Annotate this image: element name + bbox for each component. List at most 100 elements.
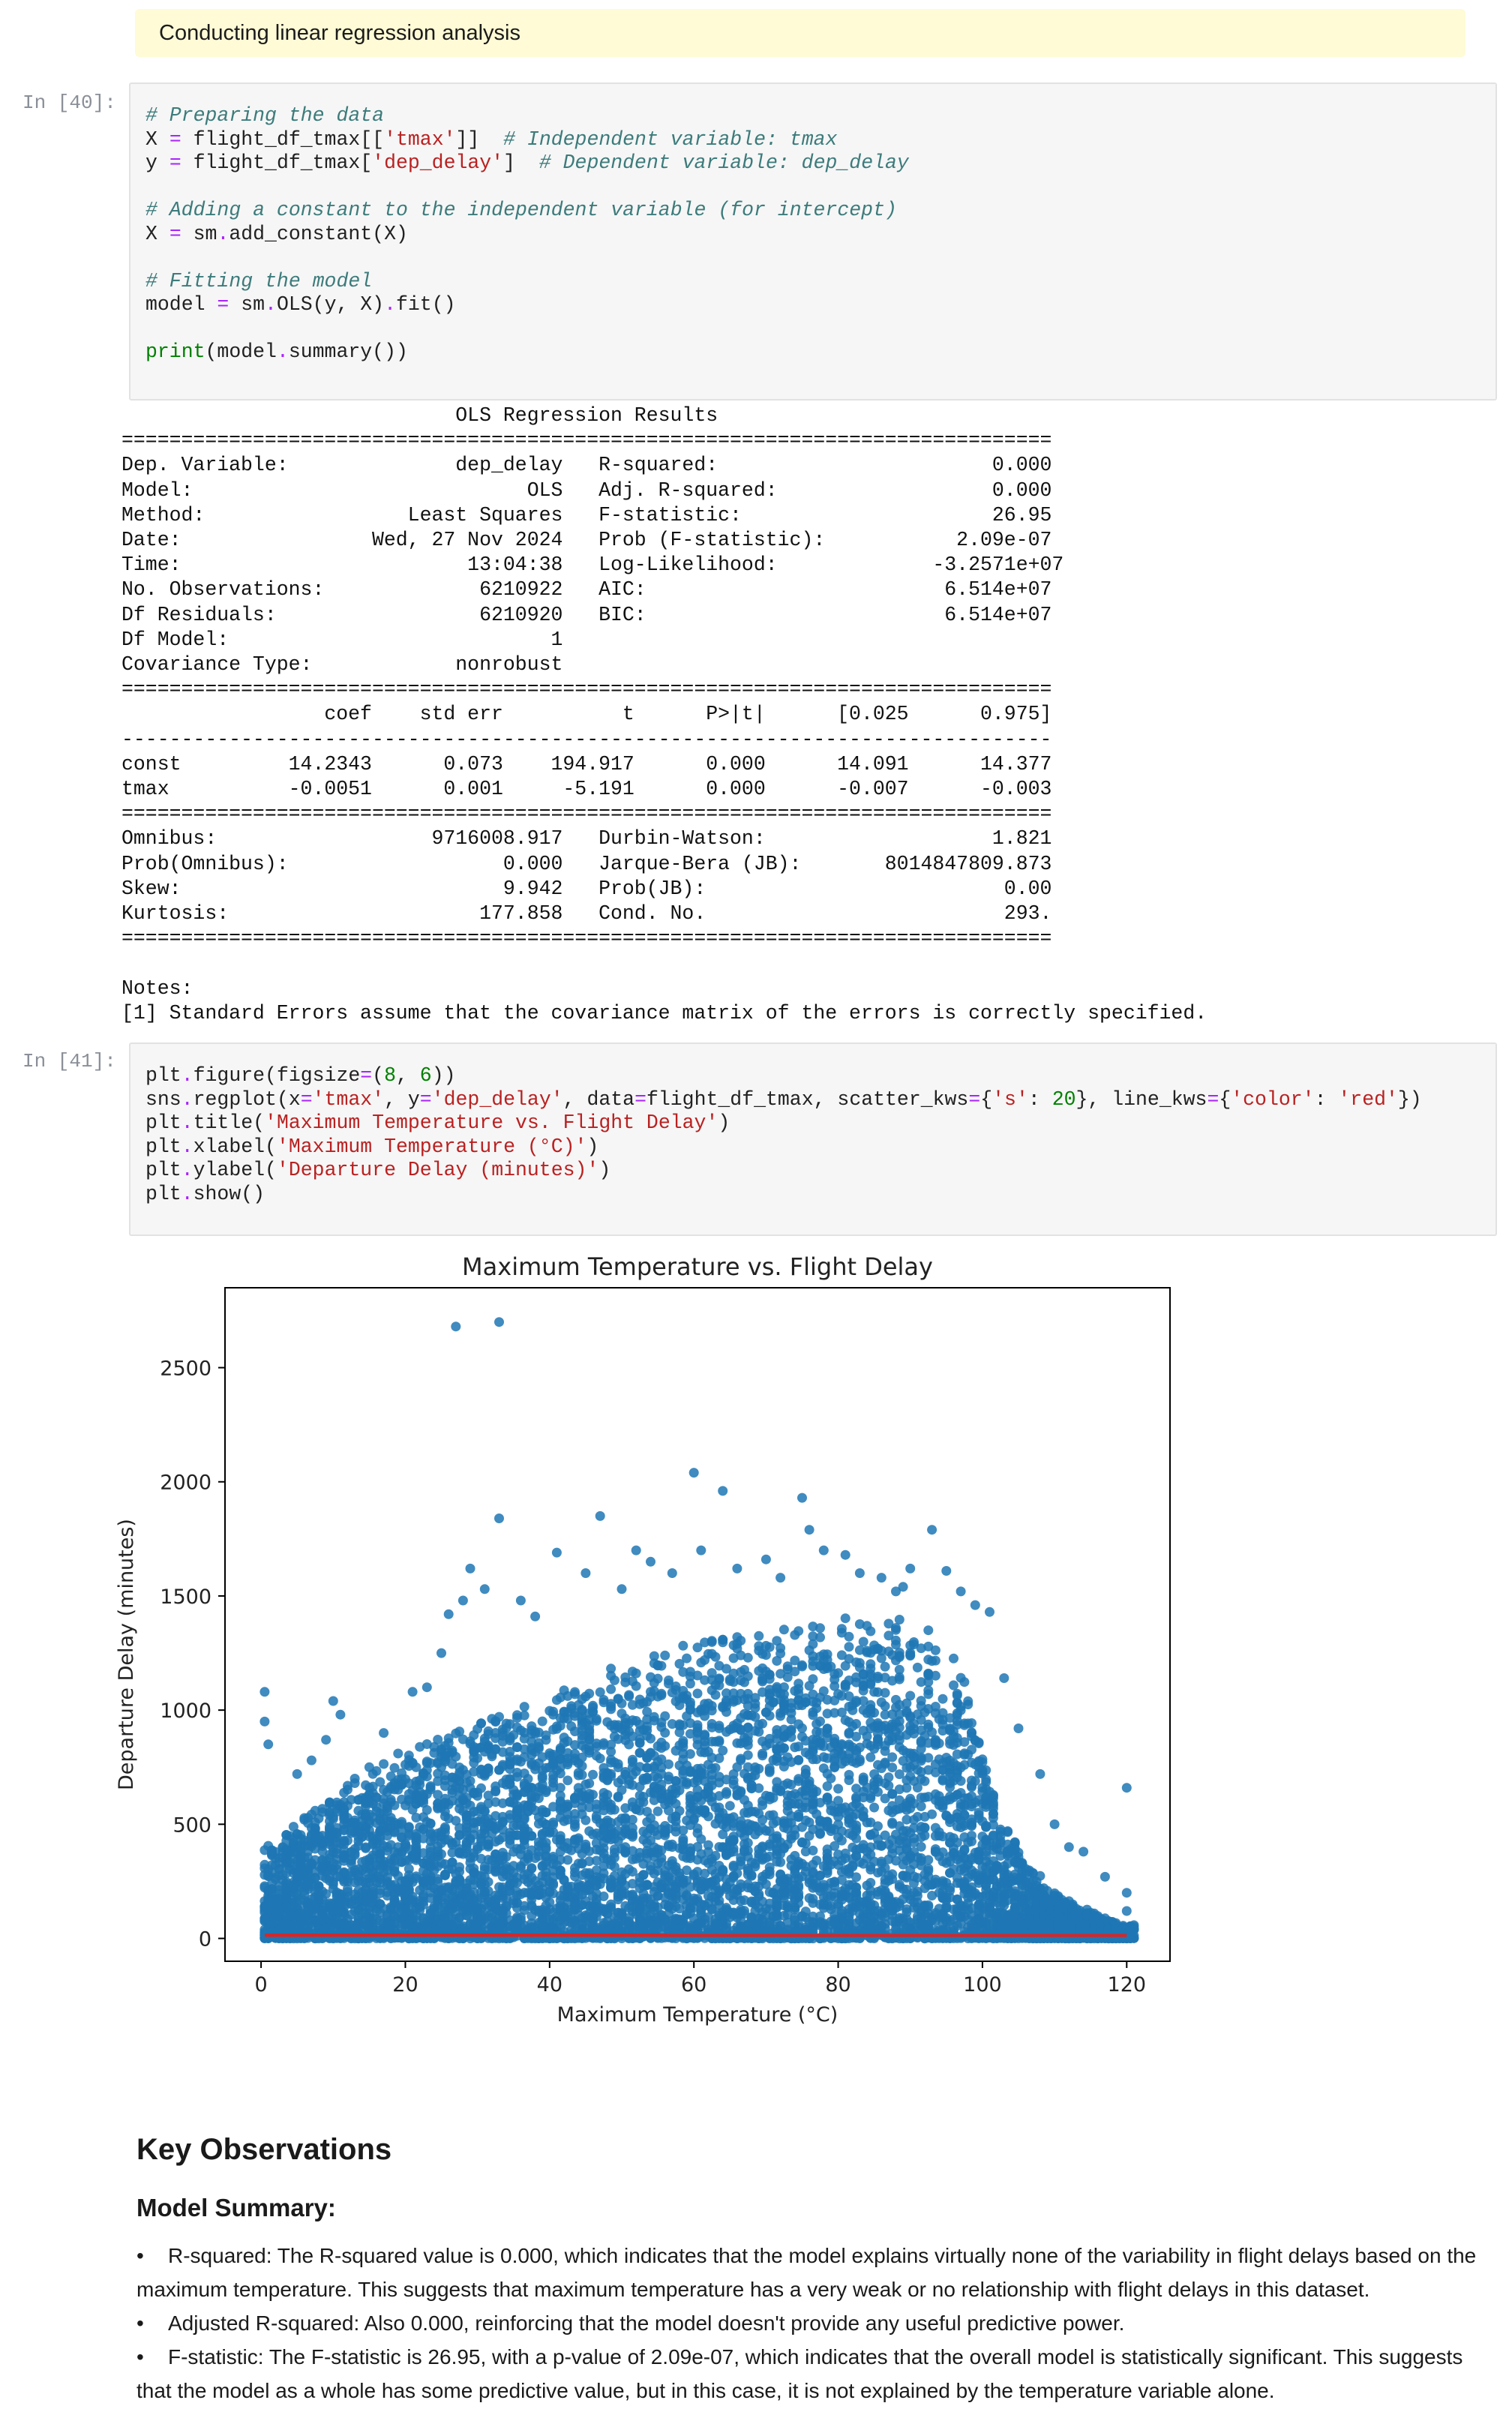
- scatter-point: [800, 1748, 811, 1758]
- scatter-point: [548, 1724, 559, 1735]
- scatter-point: [389, 1762, 400, 1773]
- scatter-point: [649, 1658, 659, 1669]
- scatter-point: [415, 1742, 425, 1752]
- scatter-point: [606, 1664, 616, 1674]
- cell-prompt-41: In [41]:: [22, 1050, 116, 1072]
- scatter-point: [606, 1739, 616, 1750]
- scatter-point: [920, 1707, 930, 1718]
- scatter-point: [746, 1710, 757, 1720]
- scatter-point: [559, 1875, 569, 1886]
- code-cell-40[interactable]: # Preparing the data X = flight_df_tmax[[…: [129, 82, 1497, 400]
- scatter-point: [433, 1790, 443, 1800]
- code41-line: plt.show(): [146, 1182, 266, 1205]
- scatter-point: [822, 1708, 832, 1719]
- scatter-point: [952, 1906, 962, 1916]
- code40-line: X = flight_df_tmax[['tmax']] # Independe…: [146, 128, 838, 151]
- scatter-point: [848, 1802, 858, 1812]
- scatter-point: [963, 1914, 974, 1924]
- scatter-point: [851, 1872, 862, 1882]
- scatter-point: [570, 1689, 580, 1700]
- scatter-point: [956, 1776, 966, 1786]
- scatter-point: [876, 1653, 886, 1664]
- scatter-point: [898, 1756, 908, 1766]
- scatter-point: [548, 1706, 559, 1717]
- scatter-point: [923, 1855, 934, 1865]
- scatter-point: [706, 1636, 717, 1647]
- scatter-point: [685, 1671, 695, 1682]
- scatter-point: [945, 1832, 956, 1842]
- scatter-point: [794, 1626, 804, 1636]
- scatter-point: [476, 1871, 486, 1882]
- scatter-point: [526, 1863, 537, 1874]
- scatter-point: [544, 1880, 555, 1890]
- scatter-point: [490, 1733, 501, 1744]
- scatter-point: [949, 1680, 958, 1690]
- scatter-point: [606, 1670, 616, 1681]
- scatter-point: [288, 1822, 298, 1832]
- scatter-point: [894, 1615, 904, 1624]
- scatter-point: [490, 1716, 501, 1726]
- scatter-point: [728, 1640, 739, 1651]
- scatter-point: [310, 1805, 320, 1816]
- scatter-point: [909, 1859, 919, 1869]
- scatter-point: [609, 1844, 620, 1855]
- scatter-point: [652, 1865, 663, 1876]
- scatter-point: [447, 1840, 458, 1850]
- scatter-point: [724, 1801, 735, 1811]
- scatter-point: [606, 1684, 616, 1694]
- scatter-point: [758, 1841, 768, 1852]
- code40-line: # Fitting the model: [146, 269, 373, 292]
- scatter-point: [555, 1720, 566, 1731]
- scatter-point: [620, 1672, 631, 1682]
- code-editor-40[interactable]: # Preparing the data X = flight_df_tmax[[…: [146, 104, 909, 364]
- scatter-point: [418, 1812, 428, 1822]
- scatter-point: [588, 1706, 598, 1717]
- scatter-point: [433, 1735, 443, 1744]
- scatter-point: [815, 1632, 825, 1642]
- scatter-point: [866, 1752, 876, 1762]
- scatter-point: [443, 1814, 454, 1824]
- scatter-point: [844, 1631, 854, 1642]
- code40-line: [146, 245, 909, 269]
- scatter-point: [830, 1708, 840, 1718]
- code40-line: print(model.summary()): [146, 340, 408, 363]
- scatter-point: [703, 1840, 713, 1850]
- scatter-point: [706, 1685, 717, 1696]
- scatter-point: [963, 1700, 974, 1710]
- scatter-point: [627, 1700, 638, 1710]
- scatter-point: [433, 1776, 443, 1786]
- scatter-point: [551, 1695, 562, 1706]
- scatter-point: [790, 1912, 800, 1923]
- code40-line: # Adding a constant to the independent v…: [146, 199, 897, 221]
- scatter-point: [591, 1738, 602, 1749]
- scatter-point: [443, 1733, 454, 1744]
- scatter-point: [656, 1690, 667, 1700]
- scatter-point: [912, 1783, 922, 1792]
- scatter-point: [967, 1744, 976, 1755]
- scatter-point: [682, 1865, 692, 1876]
- scatter-point: [483, 1729, 494, 1739]
- scatter-point: [938, 1847, 948, 1858]
- scatter-point: [800, 1736, 811, 1746]
- scatter-point: [930, 1708, 940, 1718]
- scatter-point: [905, 1690, 916, 1701]
- scatter-point: [812, 1726, 822, 1737]
- scatter-point: [678, 1887, 688, 1898]
- scatter-point: [537, 1716, 548, 1726]
- code-editor-41[interactable]: plt.figure(figsize=(8, 6)) sns.regplot(x=…: [146, 1064, 1422, 1205]
- scatter-point: [692, 1642, 703, 1653]
- banner-text: Conducting linear regression analysis: [159, 21, 520, 45]
- scatter-point: [678, 1666, 688, 1677]
- scatter-point: [722, 1726, 731, 1737]
- code41-line: plt.figure(figsize=(8, 6)): [146, 1064, 456, 1087]
- scatter-point: [833, 1796, 844, 1806]
- scatter-point: [580, 1779, 591, 1790]
- scatter-point: [379, 1785, 389, 1795]
- code-cell-41[interactable]: plt.figure(figsize=(8, 6)) sns.regplot(x=…: [129, 1042, 1497, 1236]
- scatter-point: [776, 1669, 786, 1679]
- scatter-point: [891, 1623, 901, 1634]
- scatter-point: [949, 1922, 958, 1933]
- scatter-point: [397, 1794, 407, 1804]
- scatter-point: [418, 1865, 428, 1876]
- scatter-point: [876, 1856, 886, 1867]
